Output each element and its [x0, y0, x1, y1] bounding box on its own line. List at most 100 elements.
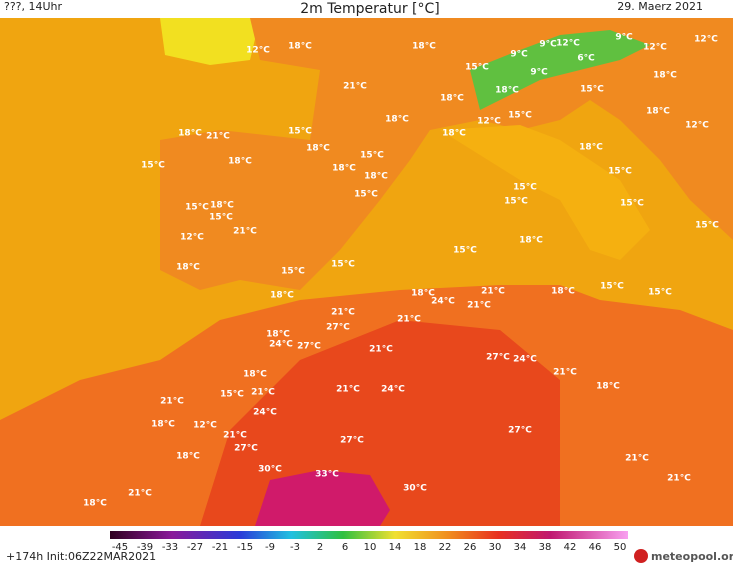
temp-label: 18°C	[646, 107, 670, 117]
temp-label: 15°C	[281, 267, 305, 277]
header-left: ???, 14Uhr	[4, 0, 63, 13]
logo: meteopool.org	[651, 550, 733, 563]
colorbar-label: -27	[187, 542, 203, 553]
colorbar-label: -3	[290, 542, 300, 553]
hot-core	[255, 470, 390, 526]
temp-label: 18°C	[364, 172, 388, 182]
temp-label: 12°C	[477, 117, 501, 127]
temp-label: 21°C	[128, 489, 152, 499]
temp-label: 12°C	[246, 46, 270, 56]
colorbar-label: 6	[342, 542, 348, 553]
temp-label: 15°C	[648, 288, 672, 298]
temp-label: 18°C	[306, 144, 330, 154]
tyrrhenian	[440, 125, 650, 260]
temp-label: 18°C	[596, 382, 620, 392]
temp-label: 18°C	[243, 370, 267, 380]
temp-label: 18°C	[83, 499, 107, 509]
temp-label: 18°C	[579, 143, 603, 153]
colorbar-label: -9	[265, 542, 275, 553]
temp-label: 15°C	[513, 183, 537, 193]
temp-label: 21°C	[625, 454, 649, 464]
temp-label: 18°C	[411, 289, 435, 299]
temp-label: 9°C	[539, 40, 557, 50]
temp-label: 18°C	[412, 42, 436, 52]
colorbar-label: -45	[112, 542, 128, 553]
temp-label: 12°C	[180, 233, 204, 243]
temp-label: 18°C	[151, 420, 175, 430]
temp-label: 18°C	[385, 115, 409, 125]
temp-label: 15°C	[331, 260, 355, 270]
temp-label: 24°C	[253, 408, 277, 418]
temp-label: 18°C	[653, 71, 677, 81]
temp-label: 27°C	[340, 436, 364, 446]
temp-label: 21°C	[160, 397, 184, 407]
temp-label: 33°C	[315, 470, 339, 480]
logo-icon	[634, 549, 648, 563]
temp-label: 21°C	[467, 301, 491, 311]
colorbar	[110, 531, 628, 539]
colorbar-label: -33	[162, 542, 178, 553]
temp-label: 15°C	[220, 390, 244, 400]
temp-label: 21°C	[206, 132, 230, 142]
temp-label: 6°C	[577, 54, 595, 64]
temp-label: 24°C	[513, 355, 537, 365]
map	[0, 18, 733, 526]
temp-label: 21°C	[553, 368, 577, 378]
temp-label: 21°C	[336, 385, 360, 395]
temp-label: 21°C	[331, 308, 355, 318]
temp-label: 15°C	[288, 127, 312, 137]
temp-label: 15°C	[608, 167, 632, 177]
temp-label: 21°C	[233, 227, 257, 237]
temp-label: 21°C	[369, 345, 393, 355]
cold-sea	[160, 18, 260, 65]
temp-label: 18°C	[519, 236, 543, 246]
temp-label: 15°C	[600, 282, 624, 292]
europe-land	[160, 18, 733, 290]
temp-label: 21°C	[251, 388, 275, 398]
temp-label: 15°C	[465, 63, 489, 73]
alps	[470, 30, 650, 110]
temp-label: 9°C	[510, 50, 528, 60]
run-info: +174h Init:06Z22MAR2021	[6, 550, 156, 563]
colorbar-label: -15	[237, 542, 253, 553]
temp-label: 15°C	[185, 203, 209, 213]
colorbar-label: 10	[364, 542, 377, 553]
temp-label: 12°C	[556, 39, 580, 49]
colorbar-label: 30	[489, 542, 502, 553]
temp-label: 18°C	[266, 330, 290, 340]
temp-label: 18°C	[176, 452, 200, 462]
temp-label: 21°C	[343, 82, 367, 92]
sahara	[200, 320, 560, 526]
temp-label: 12°C	[193, 421, 217, 431]
colorbar-label: 46	[589, 542, 602, 553]
temp-label: 15°C	[453, 246, 477, 256]
colorbar-label: 34	[514, 542, 527, 553]
temp-label: 15°C	[580, 85, 604, 95]
colorbar-label: 14	[389, 542, 402, 553]
temp-label: 12°C	[685, 121, 709, 131]
temp-label: 15°C	[504, 197, 528, 207]
temp-label: 9°C	[615, 33, 633, 43]
colorbar-label: 42	[564, 542, 577, 553]
colorbar-label: -21	[212, 542, 228, 553]
temp-label: 30°C	[258, 465, 282, 475]
temp-label: 18°C	[178, 129, 202, 139]
temp-label: 24°C	[381, 385, 405, 395]
colorbar-label: -39	[137, 542, 153, 553]
temp-label: 18°C	[288, 42, 312, 52]
temp-label: 27°C	[508, 426, 532, 436]
temp-label: 12°C	[643, 43, 667, 53]
date: 29. Maerz 2021	[617, 0, 703, 13]
temp-label: 18°C	[551, 287, 575, 297]
colorbar-label: 50	[614, 542, 627, 553]
temp-label: 18°C	[210, 201, 234, 211]
temp-label: 15°C	[360, 151, 384, 161]
temp-label: 27°C	[234, 444, 258, 454]
colorbar-label: 26	[464, 542, 477, 553]
temp-label: 18°C	[176, 263, 200, 273]
colorbar-label: 2	[317, 542, 323, 553]
temp-label: 18°C	[332, 164, 356, 174]
temp-label: 15°C	[209, 213, 233, 223]
colorbar-label: 38	[539, 542, 552, 553]
